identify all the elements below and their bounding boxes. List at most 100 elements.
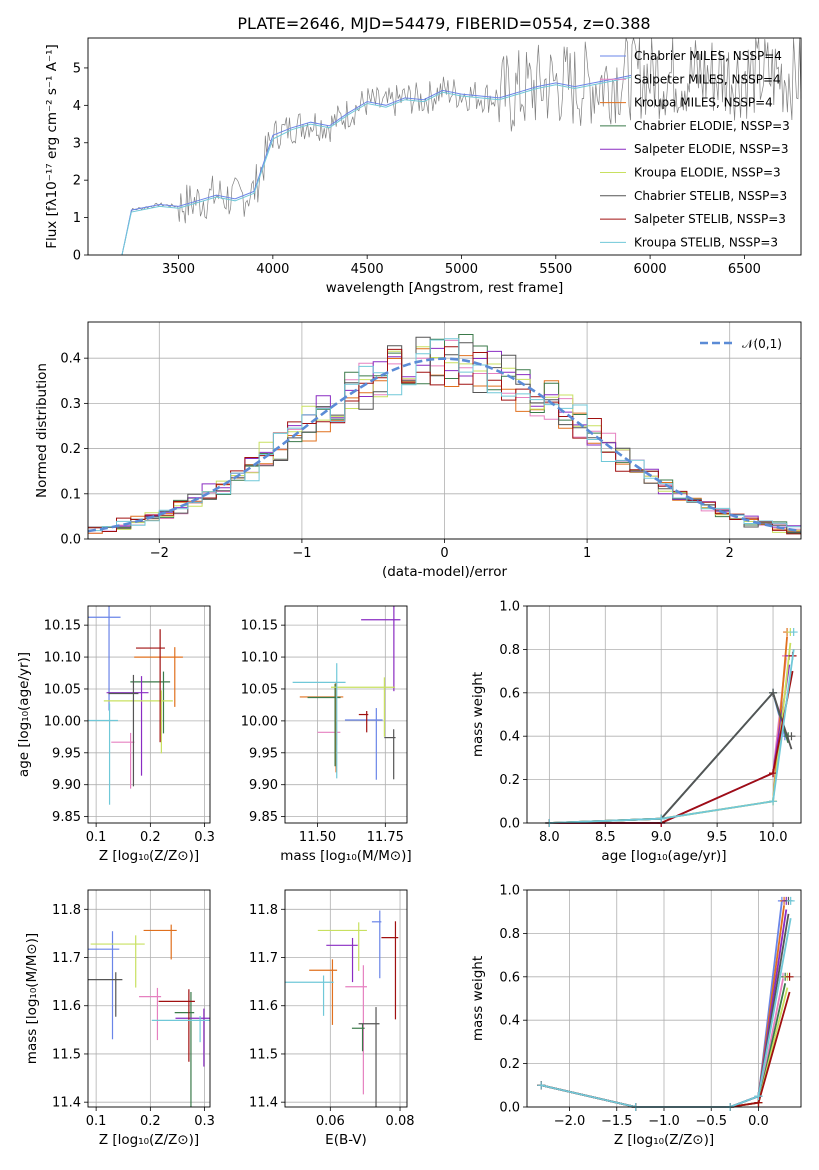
y-tick-label: 11.4: [52, 1096, 81, 1111]
y-tick-label: 9.90: [52, 778, 81, 793]
y-tick-label: 0.0: [499, 1101, 520, 1116]
mass-weight-marker: [785, 972, 794, 981]
y-tick-label: 10.10: [241, 651, 278, 666]
x-tick-label: 0.06: [316, 1114, 345, 1129]
y-tick-label: 10.05: [44, 682, 81, 697]
mass-weight-marker: [786, 896, 795, 905]
x-tick-label: 4500: [351, 262, 384, 277]
y-tick-label: 10.00: [241, 714, 278, 729]
y-tick-label: 9.90: [249, 778, 278, 793]
x-tick-label: 2: [726, 546, 734, 561]
mass-weight-line: [540, 900, 783, 1108]
y-tick-label: 5: [73, 61, 81, 76]
y-tick-label: 11.6: [52, 999, 81, 1014]
mass-weight-marker: [769, 797, 778, 806]
age-vs-z-panel: 0.1 0.2 0.3 9.85 9.90 9.95 10.00 10.05 10.10 10.1…: [16, 605, 215, 864]
x-tick-label: 11.75: [367, 830, 404, 845]
y-tick-label: 0.1: [60, 487, 81, 502]
axes-frame: [87, 605, 211, 824]
y-tick-label: 11.7: [249, 951, 278, 966]
x-tick-label: 0.2: [140, 830, 161, 845]
y-tick-label: 0.2: [60, 442, 81, 457]
mass-weight-marker: [537, 1081, 546, 1090]
legend-label: Kroupa MILES, NSSP=4: [634, 96, 773, 110]
x-axis-label: mass [log₁₀(M/M⊙)]: [280, 848, 411, 864]
y-tick-label: 0.8: [499, 643, 520, 658]
mass-weight-line: [540, 978, 784, 1108]
x-tick-label: 0.3: [194, 1114, 215, 1129]
x-tick-label: −1.0: [648, 1114, 680, 1129]
y-tick-label: 10.05: [241, 682, 278, 697]
y-tick-label: 4: [73, 99, 81, 114]
y-tick-label: 1.0: [499, 600, 520, 615]
x-tick-label: −1: [292, 546, 311, 561]
mass-weight-line: [540, 913, 790, 1108]
legend-label: Salpeter MILES, NSSP=4: [634, 72, 781, 86]
weight-vs-z-panel: −2.0 −1.5 −1.0 −0.5 0.0 0.0 0.2 0.4 0.6 0.8 1.0 Z […: [470, 884, 802, 1148]
y-tick-label: 3: [73, 136, 81, 151]
y-axis-label: Normed distribution: [34, 363, 50, 498]
y-tick-label: 11.8: [249, 903, 278, 918]
mass-weight-line: [540, 918, 792, 1108]
mass-weight-marker: [769, 688, 778, 697]
residual-histogram: [88, 338, 801, 532]
x-tick-label: 0.08: [386, 1114, 415, 1129]
legend-label: Salpeter ELODIE, NSSP=3: [634, 142, 789, 156]
x-tick-label: 4000: [256, 262, 289, 277]
x-tick-label: 0.1: [86, 830, 107, 845]
spectrum-title: PLATE=2646, MJD=54479, FIBERID=0554, z=0…: [237, 14, 650, 33]
model-spectrum-line: [121, 76, 632, 256]
mass-weight-line: [540, 991, 791, 1108]
y-tick-label: 11.5: [52, 1047, 81, 1062]
mass-vs-z-panel: 0.1 0.2 0.3 11.4 11.5 11.6 11.7 11.8 Z [log₁₀(Z/…: [24, 889, 215, 1148]
residuals-panel: −2 −1 0 1 2 0.0 0.1 0.2 0.3 0.4 (data-model)/error…: [34, 321, 802, 580]
legend-label: Chabrier MILES, NSSP=4: [634, 49, 782, 63]
y-tick-label: 11.7: [52, 951, 81, 966]
x-axis-label: Z [log₁₀(Z/Z⊙)]: [99, 1132, 199, 1148]
x-tick-label: 11.50: [299, 830, 336, 845]
y-tick-label: 11.4: [249, 1096, 278, 1111]
x-tick-label: 0: [440, 546, 448, 561]
x-tick-label: 5500: [539, 262, 572, 277]
legend-label: Kroupa STELIB, NSSP=3: [634, 235, 778, 249]
normal-curve-line: [87, 357, 802, 533]
x-tick-label: −1.5: [601, 1114, 633, 1129]
x-tick-label: 10.0: [759, 830, 788, 845]
y-tick-label: 0.0: [60, 533, 81, 548]
model-spectrum-line: [121, 74, 632, 256]
y-axis-label: Flux [fλ10⁻¹⁷ erg cm⁻² s⁻¹ A⁻¹]: [44, 44, 60, 249]
mass-weight-marker: [657, 814, 666, 823]
weight-vs-age-panel: 8.0 8.5 9.0 9.5 10.0 0.0 0.2 0.4 0.6 0.8 1.0 age [l…: [470, 600, 802, 864]
y-axis-label: age [log₁₀(age/yr)]: [16, 652, 32, 777]
y-tick-label: 10.15: [44, 619, 81, 634]
legend-label: Salpeter STELIB, NSSP=3: [634, 212, 786, 226]
x-tick-label: 1: [583, 546, 591, 561]
x-tick-label: 9.0: [651, 830, 672, 845]
y-tick-label: 11.6: [249, 999, 278, 1014]
y-tick-label: 0.4: [499, 730, 520, 745]
x-tick-label: −2: [150, 546, 169, 561]
x-tick-label: 0.0: [748, 1114, 769, 1129]
y-tick-label: 10.10: [44, 651, 81, 666]
mass-weight-marker: [769, 769, 778, 778]
mass-weight-line: [549, 690, 786, 824]
y-axis-label: mass weight: [470, 956, 486, 1041]
y-axis-label: mass weight: [470, 672, 486, 757]
x-tick-label: 5000: [445, 262, 478, 277]
mass-weight-line: [549, 636, 788, 824]
y-tick-label: 9.95: [52, 746, 81, 761]
y-tick-label: 0.4: [60, 352, 81, 367]
x-axis-label: E(B-V): [325, 1132, 367, 1148]
axes-frame: [87, 321, 802, 540]
x-axis-label: Z [log₁₀(Z/Z⊙)]: [614, 1132, 714, 1148]
x-axis-label: Z [log₁₀(Z/Z⊙)]: [99, 848, 199, 864]
spectrum-panel: 3500 4000 4500 5000 5500 6000 6500 0 1 2 3 4 5 wavele…: [44, 37, 802, 296]
y-tick-label: 0.6: [499, 686, 520, 701]
mass-weight-marker: [787, 732, 796, 741]
y-tick-label: 0.8: [499, 927, 520, 942]
x-tick-label: 8.0: [539, 830, 560, 845]
axes-frame: [87, 37, 802, 256]
y-tick-label: 0.3: [60, 397, 81, 412]
mass-weight-line: [549, 691, 790, 824]
